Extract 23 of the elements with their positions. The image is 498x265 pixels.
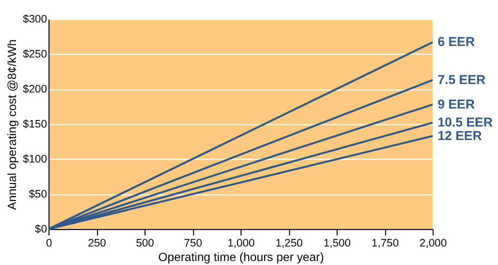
y-tick-label: $100 (22, 154, 48, 166)
y-tick-label: $200 (22, 84, 48, 96)
y-tick-label: $300 (22, 14, 48, 26)
x-tick-label: 500 (136, 237, 154, 250)
series-label: 7.5 EER (438, 72, 486, 87)
x-tick-label: 1,500 (324, 237, 351, 250)
series-label: 6 EER (438, 34, 476, 50)
y-tick-label: $50 (28, 188, 48, 201)
y-tick-label: $250 (22, 48, 48, 61)
x-tick-label: 750 (184, 237, 202, 250)
x-tick-label: 1,750 (372, 237, 399, 250)
x-tick-label: 250 (88, 237, 106, 250)
x-tick-label: 0 (46, 237, 52, 250)
series-label: 12 EER (438, 128, 483, 143)
y-axis-title: Annual operating cost @8¢/kWh (4, 39, 19, 210)
series-label: 9 EER (438, 96, 476, 112)
y-tick-label: $0 (34, 224, 48, 236)
x-axis-title: Operating time (hours per year) (158, 250, 324, 264)
series-label: 10.5 EER (438, 114, 494, 130)
x-tick-label: 1,000 (227, 237, 255, 250)
x-tick-label: 2,000 (420, 237, 447, 250)
x-tick-label: 1,250 (275, 237, 303, 250)
y-tick-label: $150 (22, 118, 48, 131)
